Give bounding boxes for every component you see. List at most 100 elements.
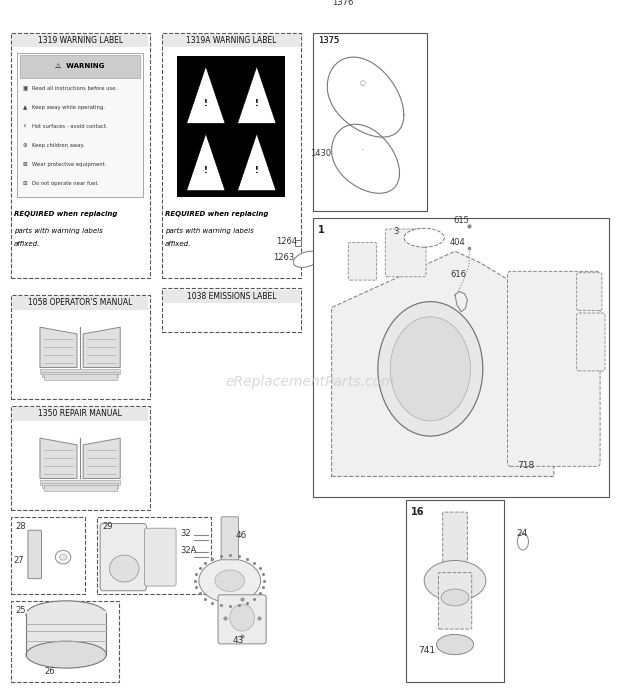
- Text: REQUIRED when replacing: REQUIRED when replacing: [14, 211, 117, 217]
- Text: 26: 26: [45, 667, 55, 676]
- Text: ·: ·: [361, 146, 365, 155]
- Text: affixed.: affixed.: [165, 241, 192, 247]
- Bar: [42, 482, 118, 488]
- Bar: [163, 34, 299, 47]
- FancyBboxPatch shape: [144, 528, 176, 586]
- FancyBboxPatch shape: [443, 512, 467, 568]
- Ellipse shape: [199, 559, 260, 602]
- FancyBboxPatch shape: [218, 595, 266, 644]
- Polygon shape: [237, 67, 276, 123]
- Text: REQUIRED when replacing: REQUIRED when replacing: [165, 211, 268, 217]
- Ellipse shape: [60, 554, 67, 560]
- Ellipse shape: [441, 589, 469, 606]
- Text: Read all instructions before use.: Read all instructions before use.: [32, 87, 117, 91]
- Text: 1375: 1375: [318, 36, 339, 45]
- Text: !: !: [255, 166, 259, 175]
- Text: 29: 29: [102, 523, 112, 532]
- Bar: [26, 611, 106, 655]
- Bar: [11, 517, 85, 594]
- FancyBboxPatch shape: [348, 243, 377, 280]
- Ellipse shape: [215, 570, 244, 591]
- FancyBboxPatch shape: [100, 523, 146, 590]
- Ellipse shape: [109, 555, 139, 582]
- Bar: [313, 218, 609, 497]
- Text: 1319A WARNING LABEL: 1319A WARNING LABEL: [186, 36, 277, 45]
- Ellipse shape: [26, 601, 106, 628]
- Ellipse shape: [424, 561, 486, 601]
- Text: ⚡: ⚡: [23, 124, 27, 129]
- Text: 616: 616: [450, 270, 466, 279]
- Ellipse shape: [436, 635, 474, 655]
- Bar: [40, 480, 120, 485]
- Text: 24: 24: [516, 529, 528, 538]
- FancyBboxPatch shape: [28, 530, 42, 579]
- FancyBboxPatch shape: [508, 272, 600, 466]
- FancyBboxPatch shape: [577, 273, 602, 310]
- FancyBboxPatch shape: [385, 229, 426, 277]
- Text: 615: 615: [454, 216, 470, 225]
- Polygon shape: [187, 134, 225, 191]
- Bar: [11, 33, 149, 278]
- Text: 1264: 1264: [276, 236, 297, 245]
- Text: 1038 EMISSIONS LABEL: 1038 EMISSIONS LABEL: [187, 292, 276, 301]
- Text: parts with warning labels: parts with warning labels: [14, 228, 102, 234]
- Ellipse shape: [517, 534, 528, 550]
- Text: parts with warning labels: parts with warning labels: [165, 228, 254, 234]
- Ellipse shape: [404, 228, 445, 247]
- Text: affixed.: affixed.: [14, 241, 40, 247]
- Text: Keep away while operating.: Keep away while operating.: [32, 105, 105, 110]
- Polygon shape: [187, 67, 225, 123]
- Text: ⊞: ⊞: [23, 181, 28, 186]
- Text: 741: 741: [418, 646, 435, 655]
- Text: 1058 OPERATOR'S MANUAL: 1058 OPERATOR'S MANUAL: [28, 299, 132, 308]
- Ellipse shape: [293, 251, 321, 267]
- Text: 46: 46: [236, 532, 247, 541]
- Text: !: !: [204, 99, 208, 108]
- Bar: [11, 295, 149, 399]
- Bar: [12, 34, 148, 47]
- Text: 43: 43: [233, 635, 244, 644]
- Text: ⚠  WARNING: ⚠ WARNING: [55, 63, 105, 69]
- Bar: [43, 374, 117, 380]
- Text: 1319 WARNING LABEL: 1319 WARNING LABEL: [38, 36, 123, 45]
- Text: 1375: 1375: [318, 36, 339, 45]
- Text: 28: 28: [16, 523, 26, 532]
- Bar: [313, 33, 427, 211]
- Text: 32A: 32A: [180, 546, 197, 555]
- Text: 32: 32: [180, 529, 191, 538]
- Text: 1430: 1430: [310, 149, 331, 158]
- Ellipse shape: [463, 221, 476, 231]
- Ellipse shape: [230, 604, 254, 631]
- Polygon shape: [237, 134, 276, 191]
- Text: 1: 1: [318, 225, 325, 235]
- Bar: [163, 290, 299, 303]
- Ellipse shape: [55, 550, 71, 564]
- Text: 1350 REPAIR MANUAL: 1350 REPAIR MANUAL: [38, 410, 122, 419]
- Text: ▲: ▲: [23, 105, 27, 110]
- Text: ⊕: ⊕: [23, 143, 28, 148]
- Bar: [162, 33, 301, 278]
- Bar: [405, 500, 505, 681]
- Bar: [97, 517, 211, 594]
- Polygon shape: [332, 251, 554, 477]
- Bar: [20, 55, 140, 78]
- Polygon shape: [83, 327, 120, 367]
- Text: !: !: [255, 99, 259, 108]
- Polygon shape: [40, 438, 77, 478]
- Text: 718: 718: [516, 461, 534, 470]
- Text: 16: 16: [410, 507, 424, 517]
- FancyBboxPatch shape: [577, 313, 605, 371]
- Text: ⊠: ⊠: [23, 161, 28, 167]
- Bar: [11, 406, 149, 510]
- Text: Keep children away.: Keep children away.: [32, 143, 84, 148]
- FancyBboxPatch shape: [438, 572, 472, 629]
- Bar: [42, 371, 118, 377]
- Text: ▣: ▣: [23, 87, 29, 91]
- Bar: [17, 53, 143, 198]
- Polygon shape: [40, 327, 77, 367]
- Bar: [12, 296, 148, 310]
- Ellipse shape: [463, 242, 476, 254]
- Text: !: !: [204, 166, 208, 175]
- Bar: [40, 369, 120, 374]
- Text: Do not operate near fuel.: Do not operate near fuel.: [32, 181, 99, 186]
